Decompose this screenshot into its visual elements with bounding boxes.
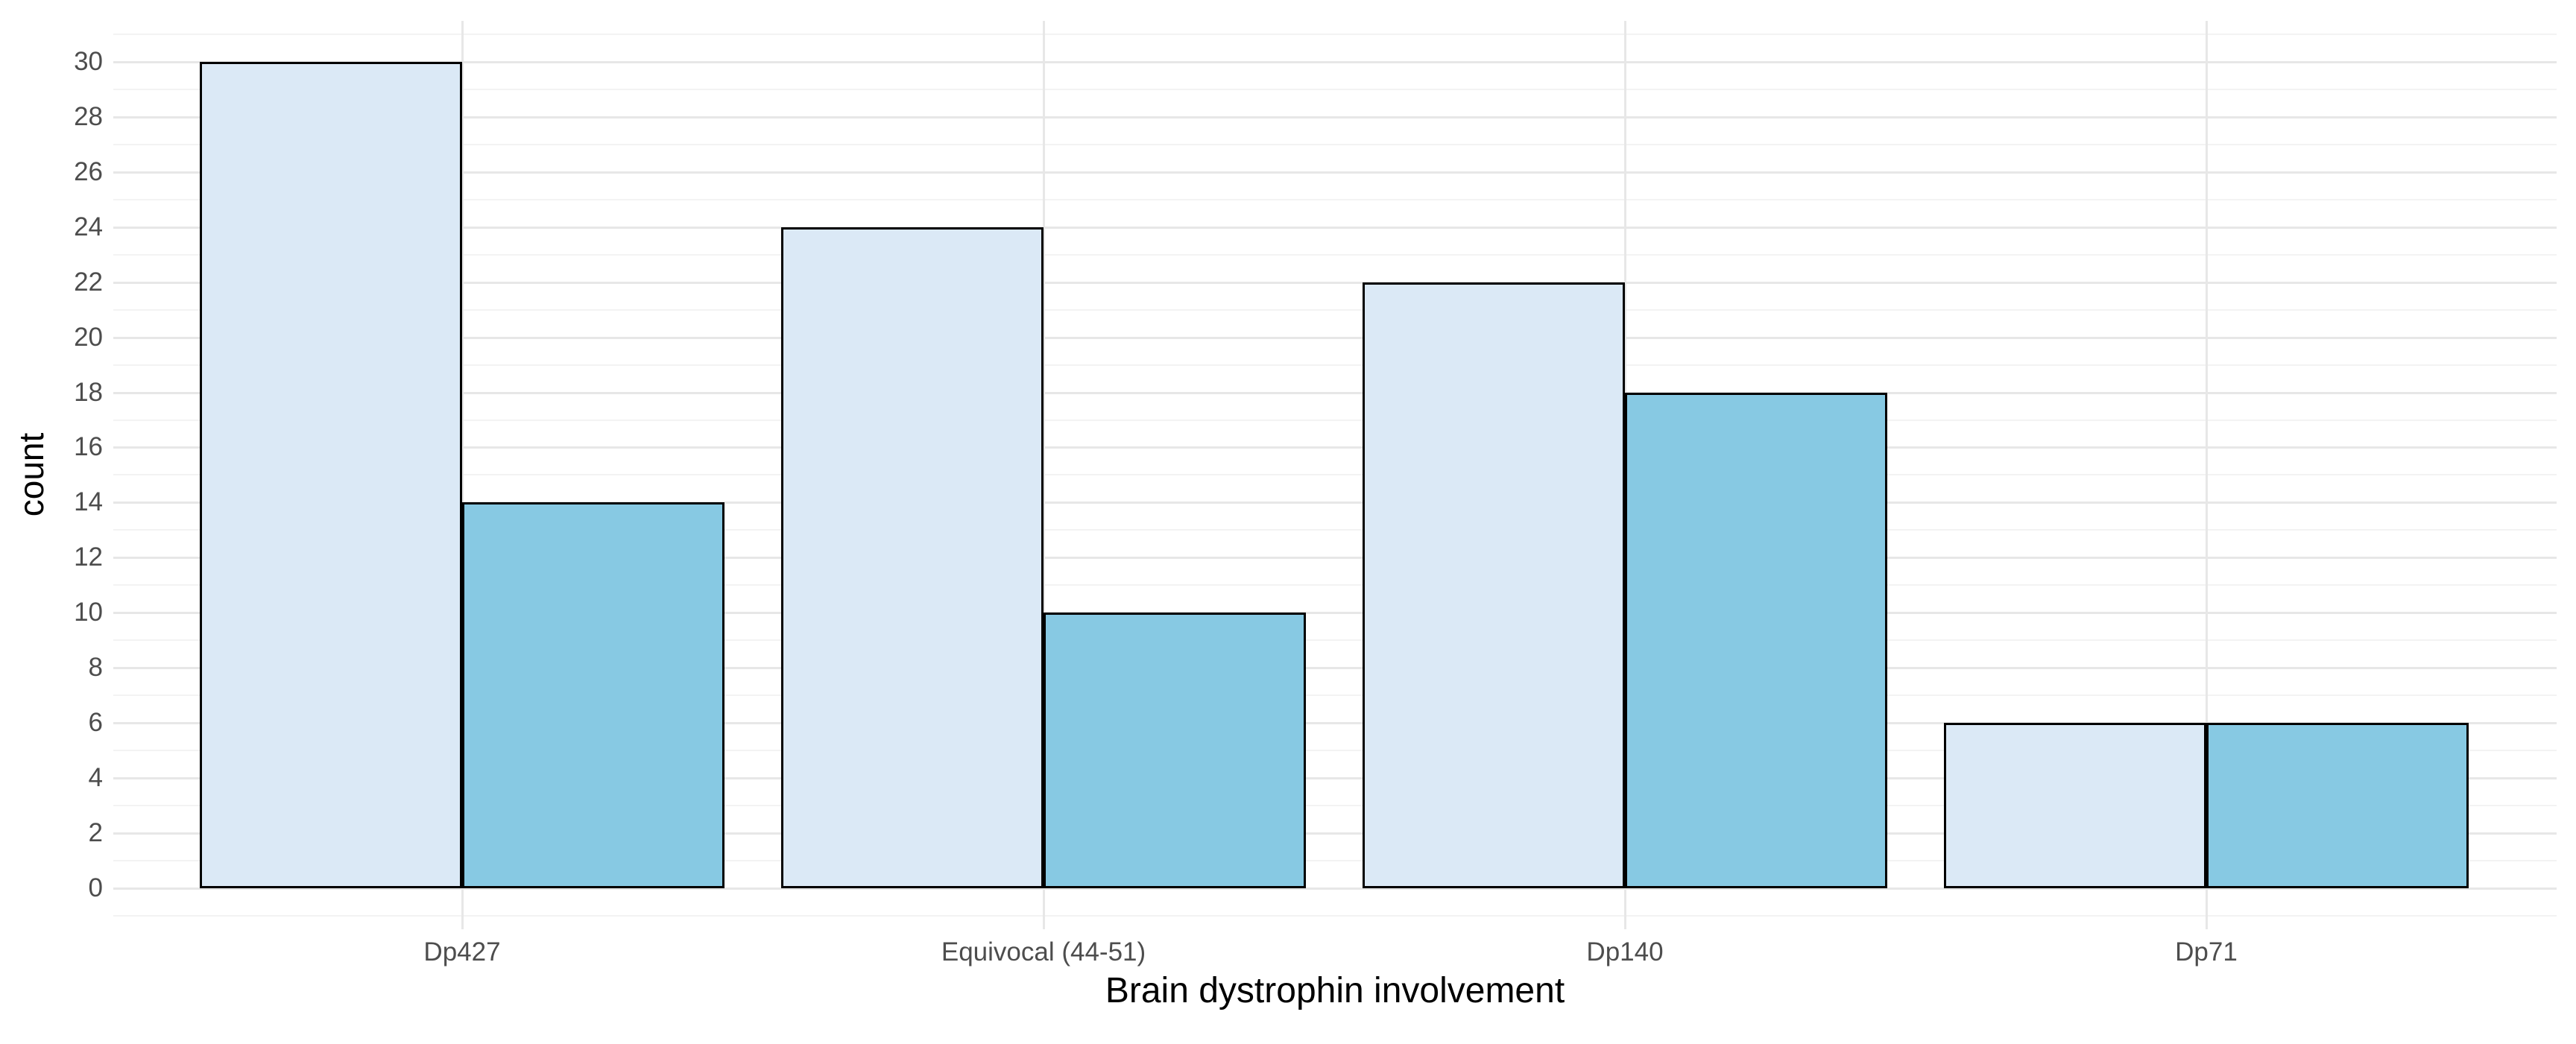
y-gridline-minor: [113, 143, 2557, 145]
y-gridline-minor: [113, 584, 2557, 586]
y-tick-label: 14: [74, 487, 103, 517]
y-gridline-minor: [113, 529, 2557, 531]
y-gridline-major: [113, 226, 2557, 229]
y-tick-label: 2: [88, 818, 103, 848]
y-tick-label: 22: [74, 267, 103, 297]
x-gridline-major: [1043, 21, 1045, 929]
y-tick-label: 18: [74, 377, 103, 407]
y-gridline-minor: [113, 860, 2557, 862]
y-tick-label: 16: [74, 432, 103, 462]
x-gridline-major: [461, 21, 464, 929]
y-gridline-major: [113, 116, 2557, 118]
bar-light-blue-bars: [781, 227, 1044, 888]
y-gridline-minor: [113, 253, 2557, 256]
x-tick-label: Equivocal (44-51): [941, 937, 1146, 967]
bar-sky-blue-bars: [2206, 723, 2469, 888]
bar-sky-blue-bars: [1625, 392, 1887, 888]
bar-light-blue-bars: [1363, 282, 1625, 888]
y-gridline-major: [113, 60, 2557, 63]
y-gridline-major: [113, 171, 2557, 174]
y-tick-label: 8: [88, 653, 103, 683]
y-tick-label: 26: [74, 156, 103, 186]
y-gridline-minor: [113, 914, 2557, 917]
y-gridline-minor: [113, 88, 2557, 90]
y-tick-label: 20: [74, 322, 103, 352]
y-axis-title: count: [12, 432, 51, 517]
x-gridline-major: [2206, 21, 2208, 929]
bar-light-blue-bars: [200, 61, 462, 888]
y-gridline-major: [113, 667, 2557, 670]
y-tick-label: 6: [88, 708, 103, 738]
y-gridline-major: [113, 722, 2557, 725]
y-gridline-major: [113, 777, 2557, 780]
y-tick-label: 10: [74, 598, 103, 627]
y-gridline-minor: [113, 419, 2557, 421]
y-gridline-minor: [113, 474, 2557, 476]
y-tick-label: 28: [74, 101, 103, 131]
y-gridline-major: [113, 391, 2557, 394]
y-tick-label: 4: [88, 763, 103, 793]
bar-light-blue-bars: [1944, 723, 2206, 888]
y-tick-label: 0: [88, 873, 103, 902]
y-tick-label: 12: [74, 542, 103, 572]
x-axis-title: Brain dystrophin involvement: [1105, 971, 1565, 1010]
y-gridline-major: [113, 557, 2557, 560]
x-tick-label: Dp140: [1586, 937, 1664, 967]
plot-panel: [113, 21, 2557, 929]
y-gridline-major: [113, 446, 2557, 449]
y-gridline-minor: [113, 750, 2557, 752]
y-gridline-major: [113, 336, 2557, 339]
y-tick-label: 30: [74, 46, 103, 76]
y-gridline-minor: [113, 364, 2557, 366]
y-gridline-major: [113, 832, 2557, 835]
x-tick-label: Dp427: [423, 937, 501, 967]
y-gridline-minor: [113, 198, 2557, 200]
bar-sky-blue-bars: [1044, 613, 1306, 888]
y-gridline-minor: [113, 805, 2557, 807]
y-gridline-major: [113, 888, 2557, 890]
y-tick-label: 24: [74, 212, 103, 241]
y-gridline-minor: [113, 639, 2557, 642]
x-tick-label: Dp71: [2175, 937, 2238, 967]
y-gridline-minor: [113, 695, 2557, 697]
y-gridline-major: [113, 612, 2557, 615]
y-gridline-major: [113, 502, 2557, 504]
y-gridline-minor: [113, 309, 2557, 311]
bar-sky-blue-bars: [462, 502, 724, 888]
y-gridline-minor: [113, 33, 2557, 35]
y-gridline-major: [113, 281, 2557, 284]
